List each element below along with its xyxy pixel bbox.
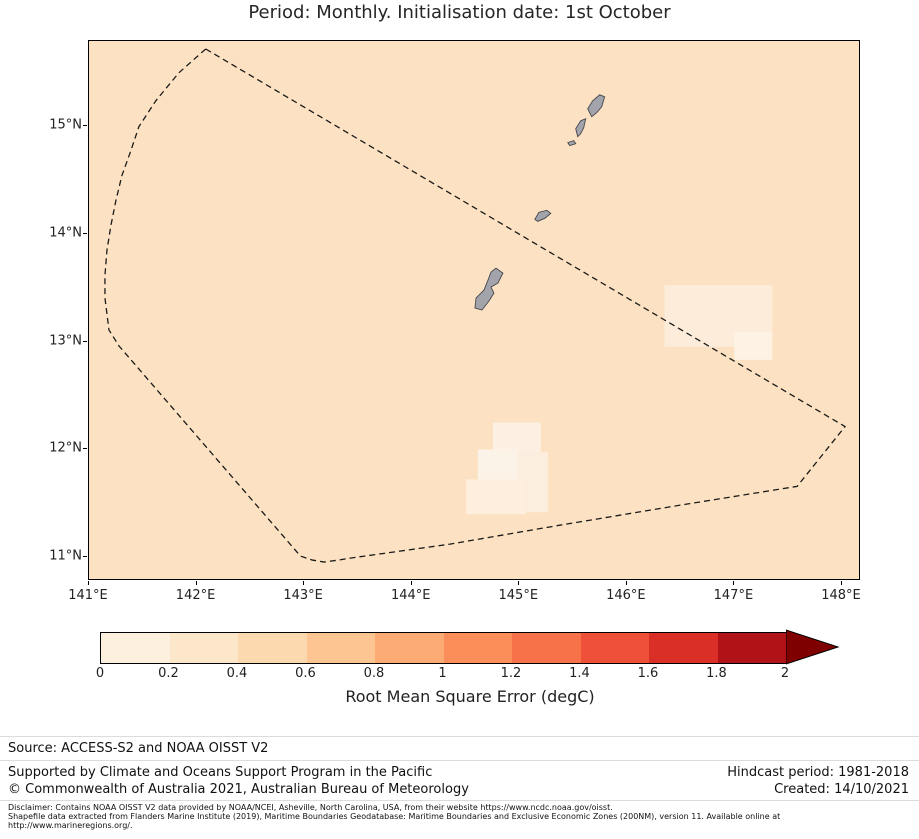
- disclaimer-line: http://www.marineregions.org/.: [8, 821, 133, 830]
- x-tick-label: 148°E: [821, 588, 861, 603]
- colorbar-tick-label: 0: [95, 666, 105, 681]
- colorbar-tick-label: 2: [780, 666, 790, 681]
- y-tick-mark: [83, 232, 87, 234]
- x-tick-mark: [518, 581, 520, 585]
- colorbar: [100, 632, 787, 664]
- divider-line: [0, 736, 919, 737]
- colorbar-segment: [443, 633, 512, 663]
- y-tick-label: 12°N: [49, 440, 82, 456]
- colorbar-tick-label: 1.8: [706, 666, 727, 681]
- colorbar-tick-label: 1.4: [569, 666, 590, 681]
- island-tinian: [575, 117, 587, 138]
- colorbar-segment: [169, 633, 238, 663]
- colorbar-tick-label: 0.4: [226, 666, 248, 681]
- x-tick-mark: [88, 581, 89, 585]
- divider-line: [0, 760, 919, 761]
- colorbar-label: Root Mean Square Error (degC): [345, 687, 595, 706]
- y-tick-mark: [83, 448, 87, 450]
- colorbar-tick-label: 1.2: [500, 666, 522, 681]
- y-tick-label: 14°N: [49, 225, 82, 241]
- y-tick-label: 13°N: [49, 333, 82, 348]
- disclaimer-line: Disclaimer: Contains NOAA OISST V2 data …: [8, 803, 613, 812]
- x-tick-label: 144°E: [390, 588, 431, 603]
- hindcast-period-text: Hindcast period: 1981-2018: [727, 765, 909, 780]
- disclaimer-line: Shapefile data extracted from Flanders M…: [8, 812, 781, 821]
- colorbar-tick-label: 0.8: [363, 666, 385, 681]
- x-tick-mark: [195, 581, 197, 585]
- island-aguijan: [567, 140, 577, 147]
- island-saipan: [587, 94, 606, 118]
- colorbar-segment: [649, 633, 718, 663]
- colorbar-extend-arrow: [786, 629, 840, 665]
- x-tick-label: 147°E: [713, 588, 754, 603]
- colorbar-tick-label: 1: [438, 666, 447, 681]
- eez-boundary: [104, 48, 847, 563]
- colorbar-tick-label: 0.6: [295, 666, 316, 681]
- x-tick-label: 141°E: [68, 588, 108, 603]
- colorbar-segment: [375, 633, 444, 663]
- divider-line: [0, 800, 919, 801]
- colorbar-segment: [512, 633, 581, 663]
- colorbar-segment: [306, 633, 375, 663]
- x-tick-mark: [840, 581, 842, 585]
- island-rota: [534, 209, 552, 222]
- colorbar-tick-label: 0.2: [158, 666, 179, 681]
- map-panel: [88, 40, 860, 580]
- colorbar-segment: [238, 633, 307, 663]
- x-tick-mark: [625, 581, 627, 585]
- created-date-text: Created: 14/10/2021: [774, 782, 909, 797]
- colorbar-segment: [101, 633, 170, 663]
- colorbar-segment: [580, 633, 649, 663]
- x-tick-label: 143°E: [283, 588, 323, 603]
- x-tick-label: 146°E: [606, 588, 646, 603]
- y-tick-label: 11°N: [49, 548, 82, 564]
- x-tick-mark: [303, 581, 305, 585]
- figure-title: Period: Monthly. Initialisation date: 1s…: [248, 2, 671, 23]
- disclaimer-block: Disclaimer: Contains NOAA OISST V2 data …: [8, 803, 780, 830]
- x-tick-label: 145°E: [498, 588, 539, 603]
- colorbar-segment: [717, 633, 786, 663]
- y-tick-mark: [83, 556, 87, 557]
- y-tick-mark: [83, 125, 87, 126]
- x-tick-mark: [733, 581, 735, 585]
- x-tick-label: 142°E: [175, 588, 216, 603]
- map-canvas: [104, 48, 847, 563]
- island-guam: [474, 267, 504, 311]
- low-rmse-patches: [466, 285, 773, 515]
- copyright-text: © Commonwealth of Australia 2021, Austra…: [8, 782, 469, 797]
- x-tick-mark: [410, 581, 412, 585]
- y-tick-mark: [83, 340, 87, 342]
- y-tick-label: 15°N: [49, 117, 82, 133]
- supported-text: Supported by Climate and Oceans Support …: [8, 765, 433, 780]
- colorbar-tick-label: 1.6: [637, 666, 659, 681]
- source-text: Source: ACCESS-S2 and NOAA OISST V2: [8, 741, 269, 756]
